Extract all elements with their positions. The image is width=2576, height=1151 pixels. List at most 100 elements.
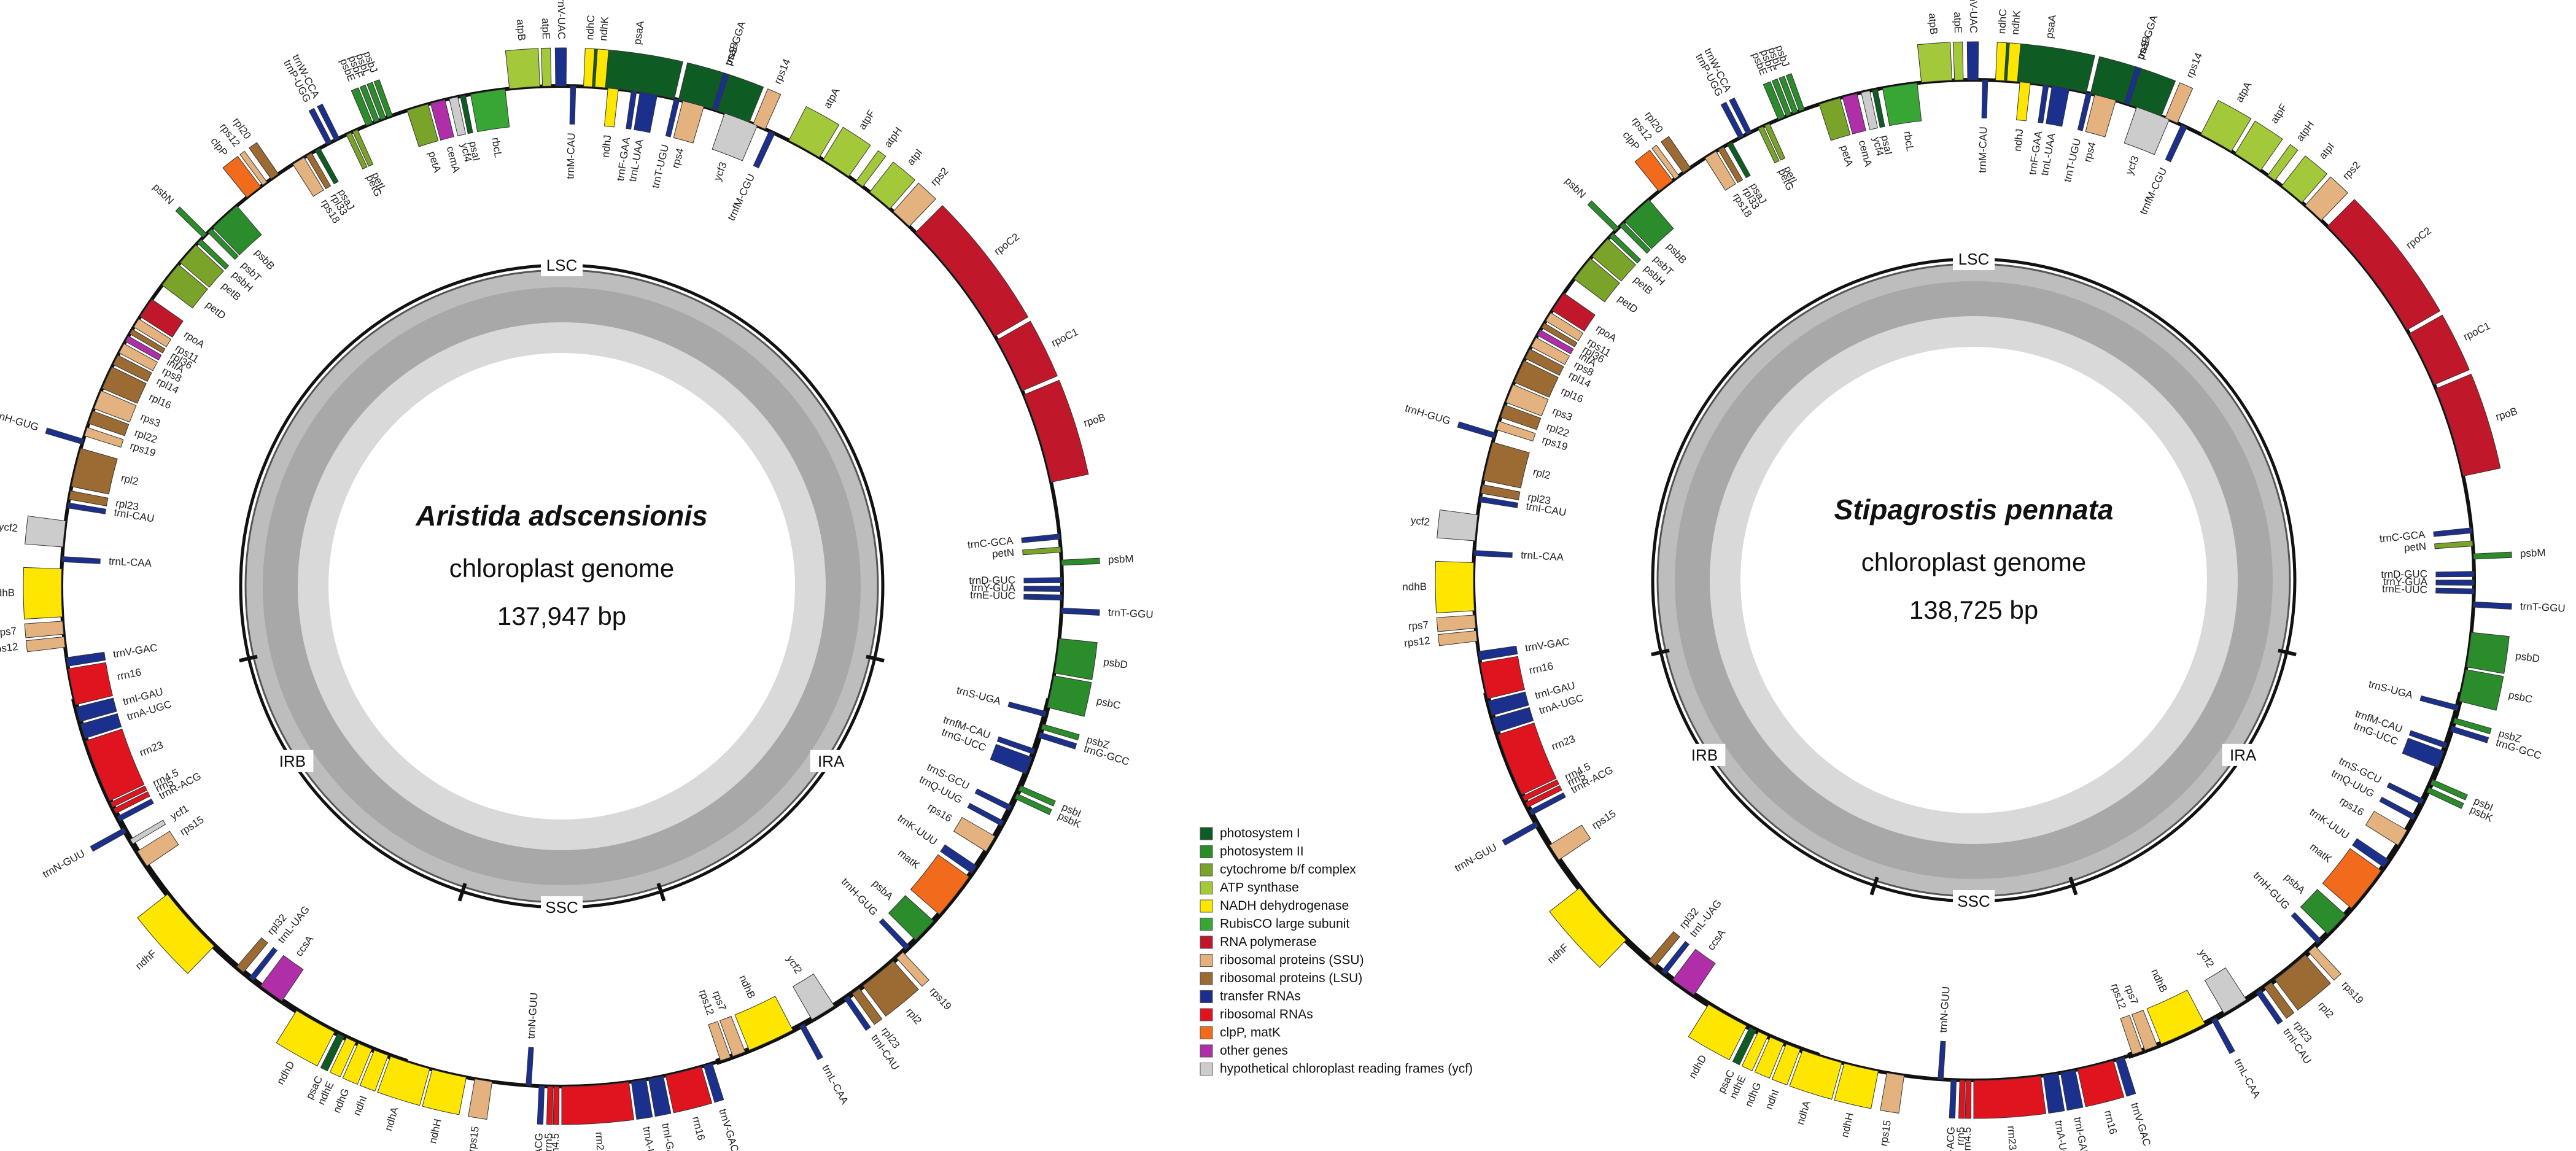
- region-label-irb: IRB: [279, 752, 306, 770]
- gene-label-trnr-acg: trnR-ACG: [532, 1133, 545, 1151]
- gene-psaj: [314, 147, 339, 185]
- legend-swatch-ribosomal-proteins-ssu: [1200, 954, 1213, 967]
- gene-psbm: [2473, 551, 2512, 560]
- gene-rps4: [2085, 94, 2117, 138]
- gene-ycf2: [2204, 967, 2247, 1014]
- region-label-bg: [271, 750, 314, 772]
- legend-swatch-hypothetical-chloroplast-reading-frames-ycf: [1200, 1063, 1213, 1075]
- gene-psbt: [1620, 222, 1651, 254]
- gene-trnr-acg: [1529, 792, 1566, 816]
- gene-psai: [1872, 88, 1885, 128]
- gene-ndhe: [329, 1037, 357, 1077]
- gene-rpob: [1023, 379, 1089, 483]
- gene-label-rps12: rps12: [0, 641, 18, 656]
- gene-atpf: [2235, 120, 2283, 171]
- gene-rps3: [93, 390, 137, 423]
- gene-trnl-caa: [799, 1023, 823, 1061]
- gene-ycf1: [130, 820, 166, 845]
- gene-rrn23: [561, 1082, 635, 1125]
- gene-psbl: [1779, 76, 1798, 114]
- gene-trnn-guu: [1502, 821, 1539, 846]
- gene-trnfm-cgu: [753, 130, 775, 169]
- gene-ycf4: [1861, 90, 1879, 130]
- species-name-left: Aristida adscensionis: [415, 500, 708, 532]
- gene-trnr-acg: [117, 798, 154, 822]
- gene-label-ndhj: ndhJ: [2012, 128, 2026, 152]
- gene-psbf: [359, 84, 380, 123]
- gene-rpl2: [1483, 441, 1530, 489]
- gene-label-ycf2: ycf2: [1410, 514, 1430, 528]
- gene-rrn16: [68, 662, 114, 705]
- gene-label-trny-gua: trnY-GUA: [2383, 576, 2428, 587]
- gene-rrn5: [546, 1086, 554, 1125]
- gene-rps15: [1549, 824, 1591, 861]
- gene-label-trnv-uac: trnV-UAC: [556, 0, 567, 39]
- gene-trnh-gug: [45, 427, 84, 445]
- gene-trns-gga: [712, 72, 730, 111]
- gene-trnh-gug: [1457, 421, 1496, 439]
- gene-rps4: [673, 100, 705, 144]
- legend-swatch-ribosomal-proteins-lsu: [1200, 972, 1213, 985]
- gene-rpl2: [71, 448, 118, 495]
- gene-petd: [1573, 258, 1620, 303]
- gene-label-ndhb: ndhB: [1402, 581, 1427, 593]
- gene-psbe: [351, 87, 373, 126]
- gene-ndhb: [1435, 560, 1475, 614]
- gene-ndhb: [2146, 990, 2206, 1045]
- legend-label-hypothetical-chloroplast-reading-frames-ycf: hypothetical chloroplast reading frames …: [1220, 1062, 1473, 1076]
- gene-label-ndhk: ndhK: [597, 16, 611, 42]
- gene-rps16: [953, 816, 996, 852]
- gene-label-ndhk: ndhK: [2009, 10, 2023, 36]
- gene-trnl-uag: [1661, 940, 1690, 975]
- gene-rps12: [239, 150, 268, 186]
- gene-psbi: [1018, 785, 1056, 807]
- region-label-ssc: SSC: [545, 898, 578, 917]
- gene-label-rrn5: rrn5: [543, 1133, 555, 1151]
- gene-rpoa: [1551, 292, 1596, 331]
- gene-ycf3: [712, 112, 758, 161]
- gene-trng-gcc: [2450, 726, 2489, 743]
- gene-label-trnm-cau: trnM-CAU: [565, 133, 578, 179]
- gene-trnv-gac: [66, 651, 106, 667]
- gene-atpe: [1952, 41, 1964, 81]
- gene-ndhk: [594, 48, 609, 88]
- legend-label-ribosomal-rnas: ribosomal RNAs: [1220, 1007, 1313, 1021]
- gene-rps12: [1437, 630, 1478, 646]
- gene-ndhe: [1741, 1031, 1769, 1071]
- gene-rrn16: [665, 1066, 713, 1114]
- gene-atpa: [2200, 99, 2252, 152]
- genome-title-left: Aristida adscensionis chloroplast genome…: [415, 500, 708, 630]
- gene-psbk: [1014, 793, 1052, 815]
- gene-label-ycf2: ycf2: [0, 521, 18, 534]
- gene-rps8: [1530, 337, 1570, 365]
- gene-rps15: [137, 831, 179, 867]
- legend-swatch-photosystem-ii: [1200, 845, 1213, 858]
- gene-label-rrn5: rrn5: [1955, 1127, 1967, 1146]
- gene-ndhi: [359, 1049, 389, 1092]
- gene-petd: [161, 264, 208, 309]
- gene-trng-ucc: [990, 743, 1033, 774]
- gene-trnh-gug: [879, 918, 910, 950]
- gene-ndhi: [1771, 1043, 1801, 1086]
- region-boundary-tick: [239, 654, 258, 663]
- gene-label-trnm-cau: trnM-CAU: [1977, 126, 1990, 173]
- gene-label-psbm: psbM: [2520, 547, 2546, 560]
- gene-trns-gcu: [2386, 782, 2424, 805]
- gene-trnl-uag: [249, 947, 278, 981]
- gene-label-trnt-ggu: trnT-GGU: [1108, 607, 1154, 621]
- gene-matk: [910, 854, 970, 915]
- gene-cema: [430, 99, 454, 141]
- gene-rpl20: [249, 142, 279, 180]
- gene-rpl14: [112, 355, 152, 382]
- gene-ccsa: [1672, 948, 1716, 996]
- gene-label-psbm: psbM: [1108, 553, 1134, 566]
- genome-title-right: Stipagrostis pennata chloroplast genome …: [1834, 494, 2114, 624]
- legend-swatch-other-genes: [1200, 1044, 1213, 1058]
- gene-psbt: [208, 228, 239, 260]
- gene-trnfm-cgu: [2165, 124, 2187, 163]
- gene-label-ndhc: ndhC: [1996, 9, 2009, 34]
- gene-trns-uga: [2419, 695, 2459, 711]
- gene-psaj: [1726, 141, 1751, 179]
- gene-rpl14: [1524, 349, 1564, 376]
- gene-label-trnl-caa: trnL-CAA: [109, 556, 152, 570]
